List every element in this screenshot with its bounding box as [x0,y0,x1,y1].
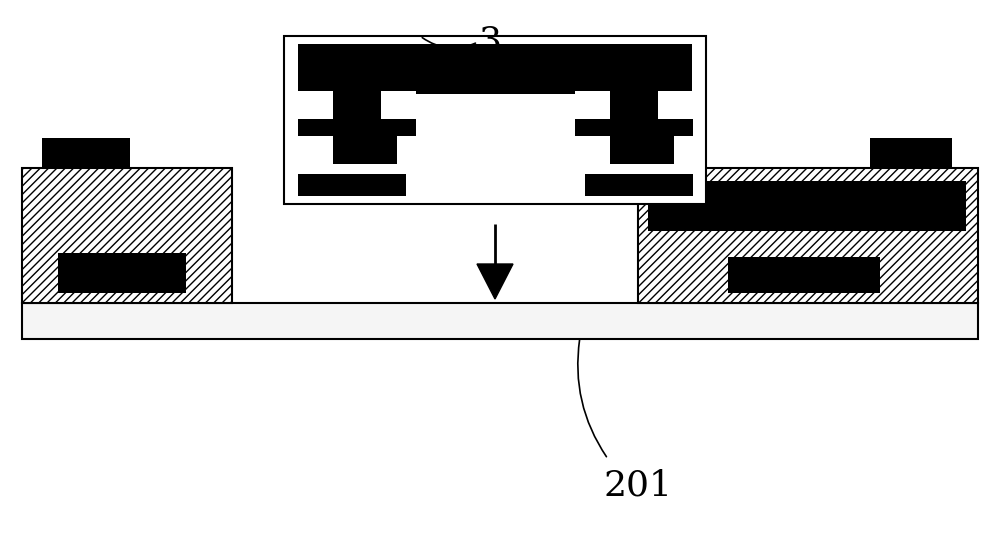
Bar [58,253,186,293]
Bar [658,91,693,119]
Bar [298,174,406,196]
Bar [42,138,130,168]
Bar [22,303,978,339]
Bar [870,138,952,168]
Bar [728,257,880,293]
Bar [406,141,575,196]
Bar [284,36,706,204]
Bar [298,91,333,119]
Text: 3: 3 [478,25,502,59]
Bar [298,44,692,94]
Bar [610,132,674,164]
Bar [575,91,693,136]
Bar [575,91,610,119]
Polygon shape [477,264,513,299]
Bar [638,168,978,303]
Bar [585,174,693,196]
Bar [648,181,966,231]
Bar [333,132,397,164]
Text: 201: 201 [604,469,672,503]
Bar [22,168,232,303]
Bar [381,91,416,119]
Bar [298,91,416,136]
